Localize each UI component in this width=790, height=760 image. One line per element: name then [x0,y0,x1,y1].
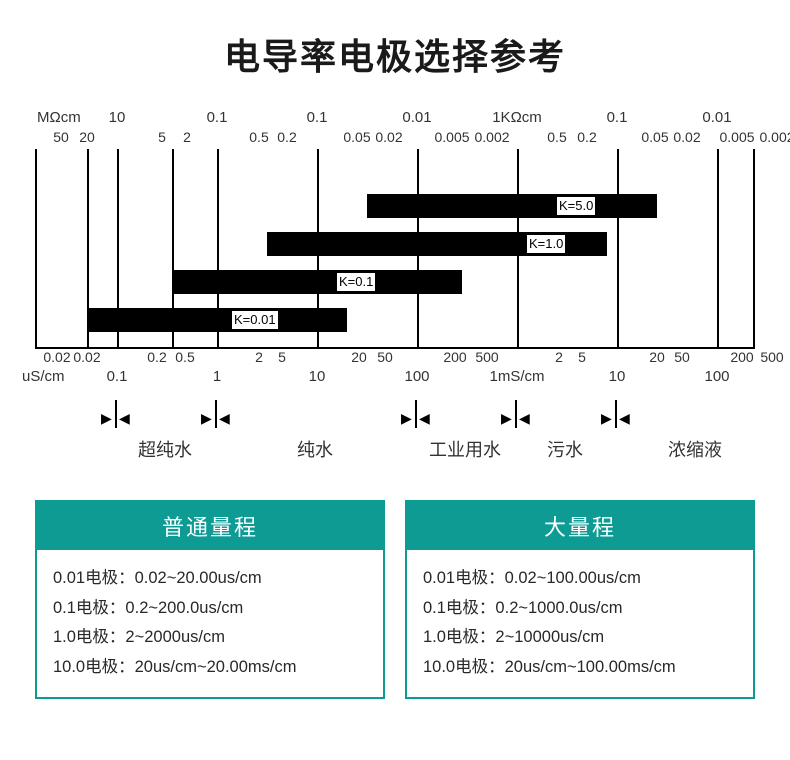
axis-label-bottom-minor: 20 [649,349,665,365]
axis-label-top-minor: 0.5 [547,129,566,145]
electrode-range-bar [87,308,347,332]
axis-label-top-minor: 0.5 [249,129,268,145]
axis-label-top-minor: 5 [158,129,166,145]
axis-label-top-minor: 0.005 [434,129,469,145]
axis-label-top-minor: 20 [79,129,95,145]
axis-label-bottom-minor: 50 [674,349,690,365]
axis-unit-top: MΩcm [37,109,81,126]
axis-unit-bottom: uS/cm [22,368,65,385]
arrow-right-icon: ◀ [119,410,130,427]
k-constant-label: K=5.0 [557,197,595,215]
axis-label-top-minor: 0.002 [759,129,790,145]
water-category-label: 工业用水 [429,436,501,462]
arrow-right-icon: ◀ [219,410,230,427]
axis-label-top-major: 10 [109,109,126,126]
axis-label-bottom-major: 10 [309,368,326,385]
axis-label-bottom-minor: 200 [730,349,753,365]
axis-label-bottom-minor: 50 [377,349,393,365]
arrow-right-icon: ◀ [519,410,530,427]
k-constant-label: K=0.01 [232,311,278,329]
axis-label-bottom-minor: 0.02 [73,349,100,365]
axis-label-bottom-minor: 500 [760,349,783,365]
axis-label-top-minor: 0.05 [343,129,370,145]
normal-range-table: 普通量程 0.01电极：0.02~20.00us/cm0.1电极：0.2~200… [35,500,385,699]
axis-label-bottom-major: 1 [213,368,221,385]
water-category-label: 污水 [547,436,583,462]
axis-label-top-major: 0.01 [702,109,731,126]
water-category-label: 纯水 [297,436,333,462]
axis-label-bottom-minor: 5 [278,349,286,365]
k-constant-label: K=1.0 [527,235,565,253]
large-range-table: 大量程 0.01电极：0.02~100.00us/cm0.1电极：0.2~100… [405,500,755,699]
axis-label-top-major: 0.01 [402,109,431,126]
gridline [617,149,619,347]
axis-label-top-major: 0.1 [307,109,328,126]
axis-label-bottom-major: 0.1 [107,368,128,385]
k-constant-label: K=0.1 [337,273,375,291]
category-divider [415,400,417,428]
axis-label-bottom-major: 100 [704,368,729,385]
chart-box: MΩcm100.10.10.011KΩcm0.10.015020520.50.2… [35,149,755,349]
axis-label-top-minor: 50 [53,129,69,145]
arrow-left-icon: ▶ [501,410,512,427]
table-row: 1.0电极：2~10000us/cm [423,623,737,653]
water-category-label: 浓缩液 [668,436,722,462]
axis-label-top-minor: 0.2 [277,129,296,145]
axis-label-bottom-minor: 20 [351,349,367,365]
axis-label-bottom-major: 100 [404,368,429,385]
table-row: 0.1电极：0.2~200.0us/cm [53,594,367,624]
table-row: 0.1电极：0.2~1000.0us/cm [423,594,737,624]
table-header: 大量程 [407,502,753,550]
axis-label-bottom-minor: 0.5 [175,349,194,365]
category-divider [615,400,617,428]
electrode-range-bar [172,270,462,294]
water-category-label: 超纯水 [138,436,192,462]
table-body: 0.01电极：0.02~20.00us/cm0.1电极：0.2~200.0us/… [37,550,383,697]
arrow-left-icon: ▶ [101,410,112,427]
axis-label-top-minor: 0.02 [673,129,700,145]
category-divider [215,400,217,428]
arrow-right-icon: ◀ [419,410,430,427]
axis-label-top-major: 0.1 [207,109,228,126]
axis-label-bottom-major: 1mS/cm [489,368,544,385]
axis-label-top-major: 0.1 [607,109,628,126]
water-category-row: ▶ ◀ ▶ ◀ ▶ ◀ ▶ ◀ ▶ ◀ 超纯水 纯水 工业用水 污水 浓缩液 [35,400,755,470]
axis-label-bottom-minor: 500 [475,349,498,365]
category-divider [515,400,517,428]
table-row: 1.0电极：2~2000us/cm [53,623,367,653]
table-header: 普通量程 [37,502,383,550]
page-title: 电导率电极选择参考 [0,0,790,80]
axis-label-top-minor: 0.02 [375,129,402,145]
axis-label-top-minor: 0.2 [577,129,596,145]
arrow-left-icon: ▶ [601,410,612,427]
table-row: 0.01电极：0.02~20.00us/cm [53,564,367,594]
axis-label-bottom-minor: 2 [255,349,263,365]
axis-label-bottom-minor: 0.2 [147,349,166,365]
table-row: 0.01电极：0.02~100.00us/cm [423,564,737,594]
electrode-chart: MΩcm 10 0.1 0.1 0.01 1KΩcm 0.1 0.01 50 20 5 2 0.5 0.2… [35,105,755,349]
electrode-range-bar [367,194,657,218]
table-body: 0.01电极：0.02~100.00us/cm0.1电极：0.2~1000.0u… [407,550,753,697]
table-row: 10.0电极：20us/cm~100.00ms/cm [423,653,737,683]
axis-label-bottom-minor: 0.02 [43,349,70,365]
gridline [717,149,719,347]
axis-label-top-minor: 2 [183,129,191,145]
arrow-left-icon: ▶ [201,410,212,427]
axis-label-bottom-minor: 2 [555,349,563,365]
axis-label-top-minor: 0.005 [719,129,754,145]
category-divider [115,400,117,428]
axis-label-bottom-major: 10 [609,368,626,385]
axis-label-top-minor: 0.05 [641,129,668,145]
range-tables: 普通量程 0.01电极：0.02~20.00us/cm0.1电极：0.2~200… [35,500,755,699]
axis-label-bottom-minor: 200 [443,349,466,365]
axis-label-top-major: 1KΩcm [492,109,542,126]
axis-label-bottom-minor: 5 [578,349,586,365]
arrow-left-icon: ▶ [401,410,412,427]
arrow-right-icon: ◀ [619,410,630,427]
table-row: 10.0电极：20us/cm~20.00ms/cm [53,653,367,683]
axis-label-top-minor: 0.002 [474,129,509,145]
